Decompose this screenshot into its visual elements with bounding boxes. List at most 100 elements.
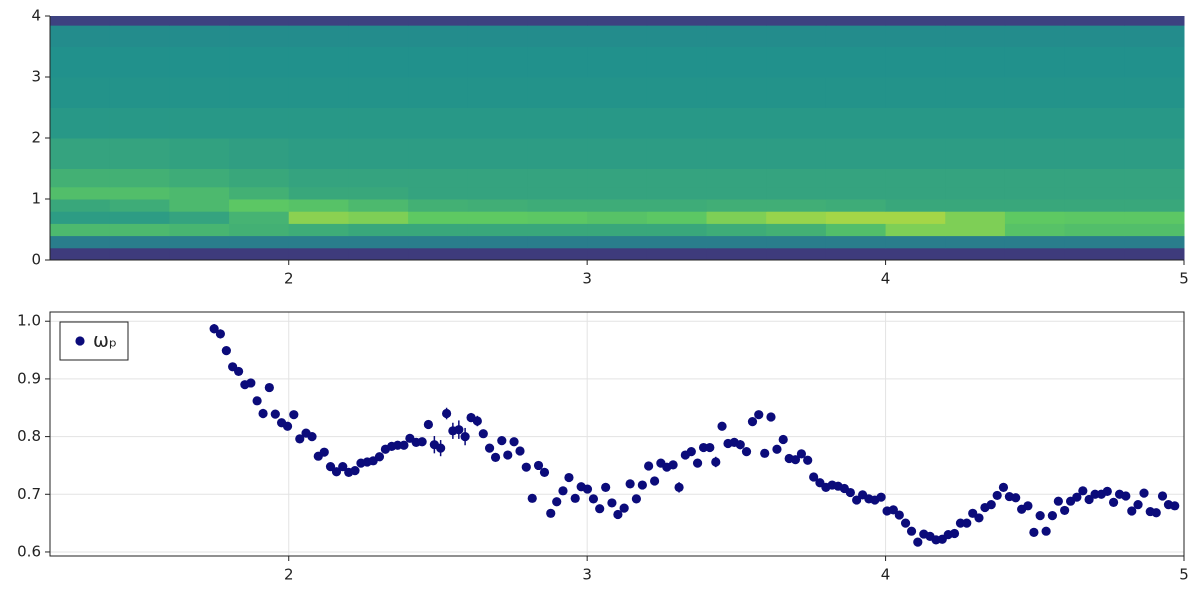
data-point — [209, 324, 219, 334]
legend-frame — [59, 321, 129, 361]
heatmap-cell — [885, 186, 946, 200]
heatmap-cell — [1004, 46, 1066, 78]
data-point — [1170, 501, 1180, 511]
heatmap-cell — [467, 235, 528, 249]
y-tick-label: 1.0 — [17, 312, 41, 330]
heatmap-cell — [1004, 247, 1066, 261]
x-tick-label: 5 — [1179, 566, 1189, 584]
data-point — [913, 537, 923, 547]
heatmap-cell — [825, 46, 887, 78]
heatmap-cell — [1124, 107, 1185, 139]
y-tick-label: 0.8 — [17, 427, 41, 445]
data-point — [454, 425, 464, 435]
heatmap-cell — [169, 168, 230, 188]
heatmap-cell — [109, 77, 170, 108]
heatmap-cell — [348, 247, 409, 261]
heatmap-cell — [587, 107, 648, 139]
heatmap-cell — [229, 46, 290, 78]
heatmap-cell — [885, 138, 946, 169]
heatmap-cell — [646, 25, 708, 47]
data-point — [289, 410, 299, 420]
data-point — [1078, 486, 1088, 496]
heatmap-cell — [885, 107, 946, 139]
heatmap-cell — [169, 138, 230, 169]
heatmap-cell — [348, 16, 409, 26]
data-point — [1084, 494, 1094, 505]
data-point — [894, 510, 904, 520]
heatmap-cell — [766, 16, 827, 26]
heatmap-cell — [825, 199, 887, 212]
heatmap-cell — [109, 186, 170, 200]
heatmap-cell — [527, 247, 588, 261]
heatmap-cell — [348, 223, 409, 237]
data-point — [1151, 508, 1161, 518]
data-point — [625, 479, 635, 489]
heatmap-cell — [288, 77, 349, 108]
data-point — [1060, 505, 1070, 516]
heatmap-cell — [229, 186, 290, 200]
heatmap-cell — [1124, 168, 1185, 188]
heatmap-cell — [945, 46, 1006, 78]
data-point — [1011, 493, 1021, 503]
x-tick-label: 2 — [284, 566, 294, 584]
heatmap-cell — [587, 168, 648, 188]
heatmap-cell — [706, 247, 767, 261]
data-point — [552, 497, 562, 507]
heatmap-cell — [646, 199, 708, 212]
heatmap-cell — [288, 168, 349, 188]
heatmap-cell — [825, 138, 887, 169]
heatmap-cell — [825, 107, 887, 139]
heatmap-cell — [288, 107, 349, 139]
heatmap-cell — [646, 235, 708, 249]
heatmap-cell — [885, 77, 946, 108]
heatmap-cell — [408, 247, 469, 261]
heatmap-cell — [527, 138, 588, 169]
data-point — [1072, 492, 1082, 502]
x-tick-label: 3 — [582, 270, 592, 288]
data-point — [1047, 511, 1057, 521]
data-point — [637, 480, 647, 490]
heatmap-cell — [288, 247, 349, 261]
heatmap-cell — [1004, 107, 1066, 139]
heatmap-cell — [109, 107, 170, 139]
heatmap-cell — [945, 235, 1006, 249]
heatmap-cell — [229, 235, 290, 249]
data-point — [644, 461, 654, 471]
y-tick-label: 0.6 — [17, 542, 41, 560]
heatmap-cell — [1064, 211, 1125, 224]
heatmap-cell — [646, 211, 708, 224]
heatmap-cell — [945, 247, 1006, 261]
heatmap-cell — [706, 199, 767, 212]
heatmap-cell — [50, 211, 111, 224]
data-point — [992, 490, 1002, 501]
heatmap-cell — [527, 199, 588, 212]
data-point — [1157, 491, 1168, 501]
heatmap-cell — [1004, 211, 1066, 224]
heatmap-cell — [229, 107, 290, 139]
data-point — [546, 508, 556, 518]
data-point — [876, 492, 886, 502]
heatmap-cell — [766, 168, 827, 188]
heatmap-cell — [825, 16, 887, 26]
heatmap-cell — [229, 77, 290, 108]
heatmap-cell — [109, 168, 170, 188]
heatmap-cell — [1064, 16, 1125, 26]
heatmap-cell — [229, 168, 290, 188]
heatmap-cell — [1124, 247, 1185, 261]
heatmap-cell — [527, 186, 588, 200]
heatmap-cell — [467, 16, 528, 26]
heatmap-cell — [885, 46, 946, 78]
heatmap-cell — [288, 138, 349, 169]
heatmap-cell — [587, 223, 648, 237]
heatmap-cell — [408, 211, 469, 224]
heatmap-cell — [50, 138, 111, 169]
heatmap-cell — [587, 211, 648, 224]
data-point — [478, 429, 488, 439]
heatmap-cell — [587, 235, 648, 249]
heatmap-cell — [467, 223, 528, 237]
plot-background — [50, 312, 1184, 556]
heatmap-cell — [706, 211, 767, 224]
data-point — [998, 482, 1009, 492]
heatmap-cell — [1004, 199, 1066, 212]
heatmap-cell — [587, 138, 648, 169]
